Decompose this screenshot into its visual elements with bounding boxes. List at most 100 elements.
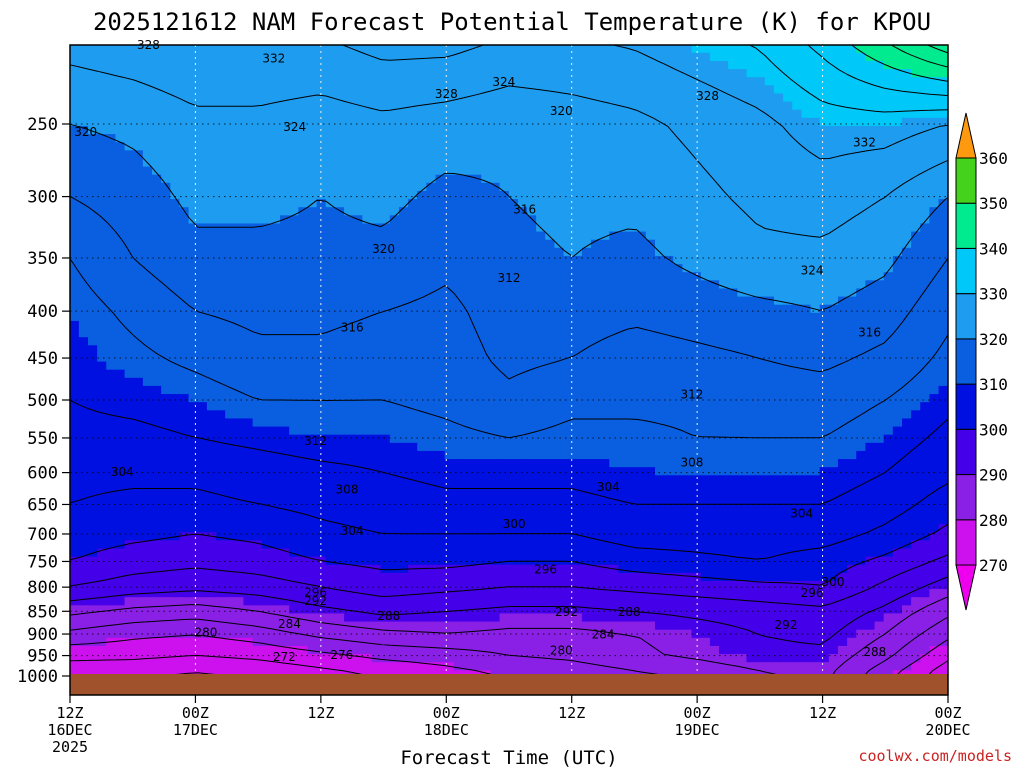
- field-cell: [554, 117, 565, 127]
- field-cell: [78, 142, 89, 151]
- field-cell: [481, 320, 492, 330]
- field-cell: [261, 174, 272, 184]
- field-cell: [87, 361, 98, 371]
- field-cell: [152, 190, 162, 200]
- field-cell: [344, 134, 354, 143]
- field-cell: [645, 93, 656, 103]
- field-cell: [554, 231, 565, 241]
- field-cell: [746, 239, 757, 249]
- field-cell: [892, 288, 903, 298]
- field-cell: [874, 231, 885, 241]
- field-cell: [243, 442, 254, 452]
- field-cell: [892, 101, 903, 111]
- field-cell: [837, 369, 848, 379]
- field-cell: [901, 142, 912, 151]
- field-cell: [536, 69, 546, 78]
- field-cell: [389, 60, 400, 70]
- field-cell: [380, 450, 391, 460]
- field-cell: [280, 85, 290, 95]
- field-cell: [783, 52, 793, 62]
- field-cell: [142, 296, 153, 306]
- field-cell: [755, 190, 766, 200]
- field-cell: [353, 69, 363, 78]
- field-cell: [280, 337, 290, 346]
- field-cell: [499, 353, 510, 363]
- field-cell: [636, 134, 647, 143]
- field-cell: [645, 394, 656, 403]
- field-cell: [170, 77, 181, 86]
- field-cell: [206, 320, 217, 330]
- field-cell: [737, 93, 748, 103]
- field-cell: [554, 337, 565, 346]
- field-cell: [636, 377, 647, 387]
- field-cell: [289, 329, 299, 338]
- field-cell: [536, 255, 546, 265]
- field-cell: [920, 134, 931, 143]
- field-cell: [243, 207, 254, 216]
- field-cell: [252, 442, 263, 452]
- field-cell: [161, 109, 171, 119]
- field-cell: [865, 44, 876, 54]
- field-cell: [508, 402, 519, 411]
- field-cell: [600, 345, 610, 355]
- field-cell: [801, 93, 812, 103]
- field-cell: [911, 410, 921, 420]
- field-cell: [911, 85, 921, 95]
- field-cell: [920, 223, 931, 233]
- field-cell: [225, 402, 235, 411]
- field-cell: [124, 52, 135, 62]
- field-cell: [627, 93, 638, 103]
- field-cell: [97, 44, 107, 54]
- field-cell: [847, 239, 857, 249]
- field-cell: [408, 288, 418, 298]
- field-cell: [700, 199, 711, 208]
- field-cell: [773, 109, 784, 119]
- field-cell: [911, 320, 921, 330]
- field-cell: [307, 239, 318, 249]
- field-cell: [609, 69, 620, 78]
- field-cell: [655, 190, 665, 200]
- field-cell: [682, 288, 693, 298]
- field-cell: [645, 109, 656, 119]
- field-cell: [170, 410, 181, 420]
- field-cell: [426, 93, 437, 103]
- field-cell: [911, 207, 921, 216]
- field-cell: [481, 182, 492, 192]
- field-cell: [801, 418, 812, 428]
- field-cell: [380, 442, 391, 452]
- field-cell: [179, 239, 190, 249]
- field-cell: [801, 312, 812, 322]
- field-cell: [353, 320, 363, 330]
- field-cell: [719, 377, 729, 387]
- field-cell: [106, 304, 117, 314]
- field-cell: [161, 369, 171, 379]
- field-cell: [892, 442, 903, 452]
- field-cell: [225, 312, 235, 322]
- field-cell: [234, 385, 245, 395]
- field-cell: [252, 231, 263, 241]
- field-cell: [783, 223, 793, 233]
- field-cell: [938, 410, 949, 420]
- field-cell: [728, 215, 738, 225]
- field-cell: [700, 182, 711, 192]
- field-cell: [197, 450, 208, 460]
- field-cell: [197, 312, 208, 322]
- field-cell: [362, 304, 373, 314]
- field-cell: [664, 174, 674, 184]
- field-cell: [810, 361, 821, 371]
- field-cell: [929, 166, 940, 176]
- field-cell: [206, 329, 217, 338]
- field-cell: [773, 385, 784, 395]
- field-cell: [197, 264, 208, 273]
- field-cell: [609, 174, 620, 184]
- field-cell: [97, 142, 107, 151]
- field-cell: [801, 158, 812, 168]
- field-cell: [700, 60, 711, 70]
- field-cell: [270, 166, 281, 176]
- field-cell: [792, 239, 802, 249]
- field-cell: [655, 134, 665, 143]
- field-cell: [152, 158, 162, 168]
- field-cell: [298, 215, 309, 225]
- field-cell: [920, 69, 931, 78]
- field-cell: [142, 101, 153, 111]
